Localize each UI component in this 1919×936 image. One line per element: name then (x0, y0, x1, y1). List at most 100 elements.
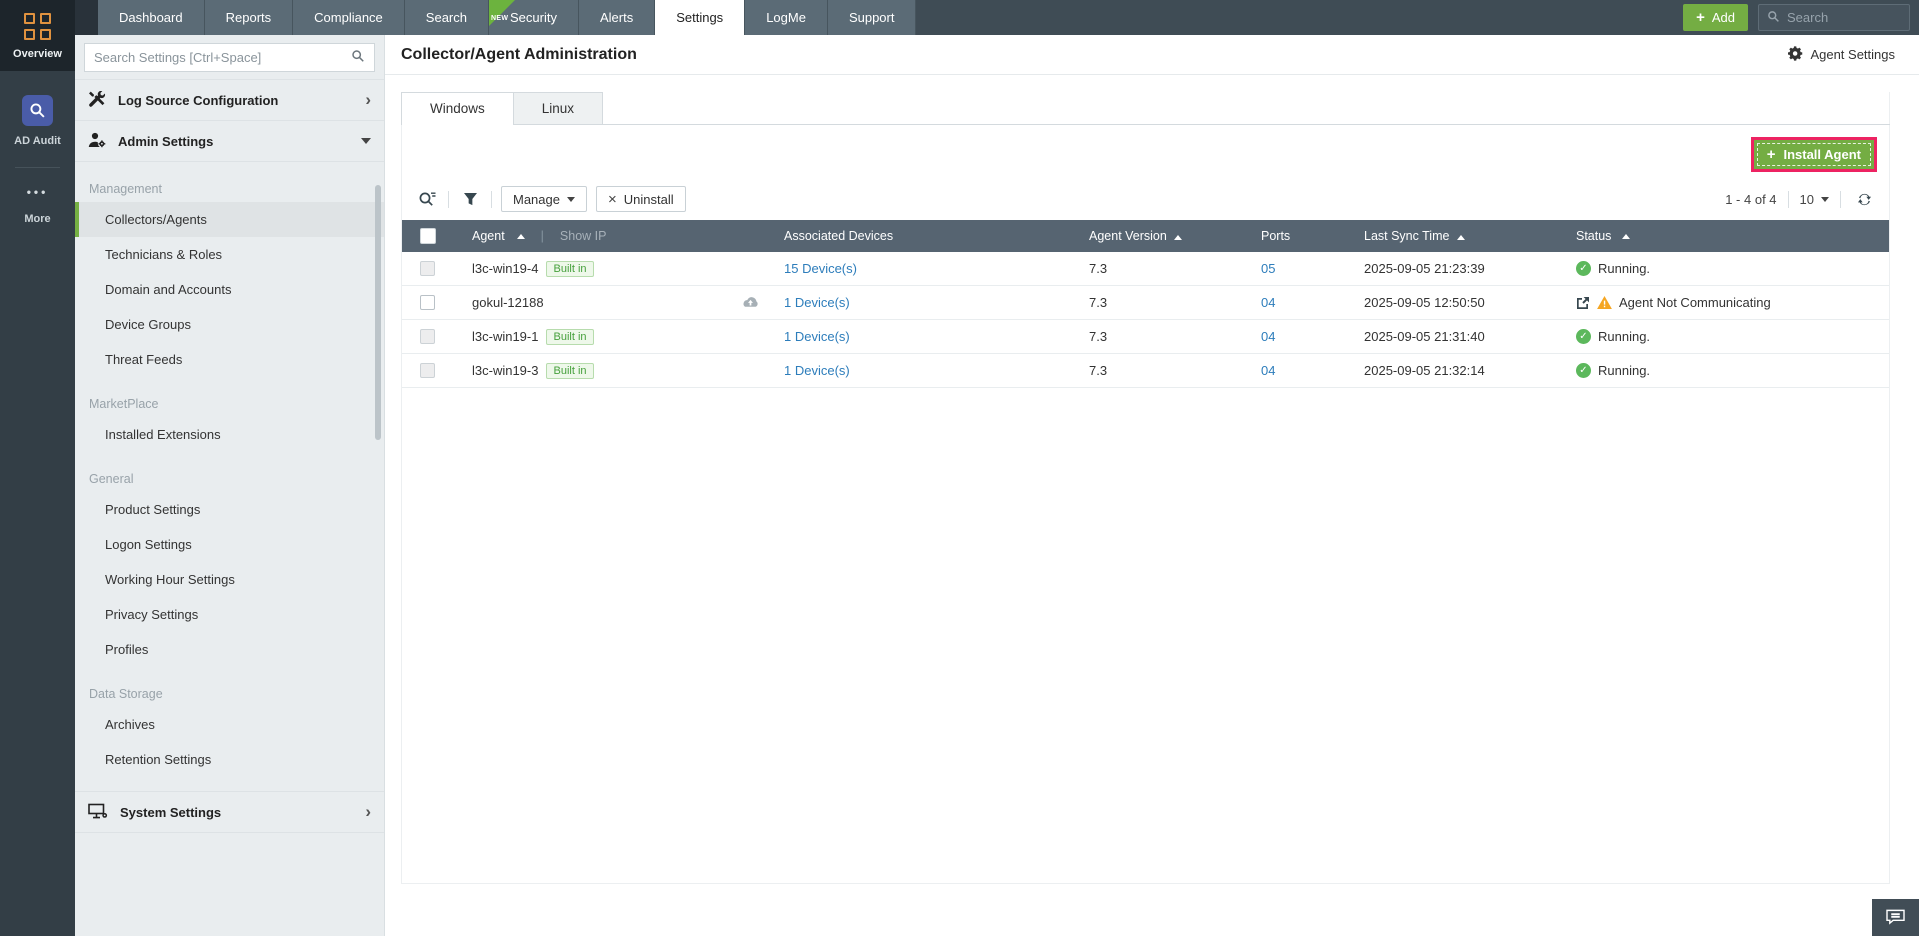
ports-link[interactable]: 04 (1261, 295, 1276, 310)
sidebar-item-technicians-roles[interactable]: Technicians & Roles (105, 247, 223, 262)
install-agent-button[interactable]: Install Agent (1753, 140, 1874, 169)
global-search-box[interactable] (1758, 4, 1910, 31)
rail-item-ad-audit[interactable]: AD Audit (0, 71, 75, 147)
pagination: 1 - 4 of 4 10 (1725, 187, 1876, 211)
search-icon (1767, 10, 1780, 26)
page-size-dropdown[interactable]: 10 (1800, 192, 1829, 207)
settings-search-box[interactable] (84, 43, 375, 72)
status-text: Running. (1598, 363, 1651, 378)
agent-version-label[interactable]: Agent Version (1089, 229, 1167, 243)
rail-more-label: More (24, 213, 51, 225)
global-search-input[interactable] (1787, 10, 1897, 25)
table-row: gokul-12188 1 Device(s) 7.3 04 2025-09-0… (402, 286, 1889, 320)
search-icon (351, 49, 365, 66)
agent-column-label[interactable]: Agent (472, 229, 505, 243)
page-size-value: 10 (1799, 191, 1814, 207)
refresh-icon[interactable] (1852, 187, 1876, 211)
sidebar-item-log-source-configuration[interactable]: Log Source Configuration (75, 79, 384, 120)
sidebar-item-product-settings[interactable]: Product Settings (105, 502, 201, 517)
filter-icon[interactable] (458, 187, 482, 211)
column-search-icon[interactable] (415, 187, 439, 211)
add-button[interactable]: Add (1683, 4, 1748, 31)
sidebar-item-domain-accounts[interactable]: Domain and Accounts (105, 282, 232, 297)
agent-version: 7.3 (1089, 261, 1108, 276)
sidebar-item-device-groups[interactable]: Device Groups (105, 317, 191, 332)
sidebar-item-profiles[interactable]: Profiles (105, 642, 149, 657)
system-settings-icon (88, 803, 108, 822)
table-toolbar: Manage Uninstall 1 - 4 of 4 10 (402, 180, 1889, 220)
agent-name: gokul-12188 (472, 295, 544, 310)
install-agent-highlight: Install Agent (1750, 137, 1877, 172)
agent-settings-button[interactable]: Agent Settings (1788, 45, 1895, 64)
sidebar-item-threat-feeds[interactable]: Threat Feeds (105, 352, 183, 367)
ports-link[interactable]: 04 (1261, 329, 1276, 344)
sidebar-item-retention-settings[interactable]: Retention Settings (105, 752, 212, 767)
sidebar-item-admin-settings[interactable]: Admin Settings (75, 120, 384, 161)
built-in-badge: Built in (546, 260, 594, 277)
nav-tab-security[interactable]: NEW Security (489, 0, 579, 35)
row-checkbox (420, 261, 435, 276)
tab-linux[interactable]: Linux (512, 92, 604, 124)
nav-tab-settings[interactable]: Settings (655, 0, 746, 35)
sidebar-item-working-hour-settings[interactable]: Working Hour Settings (105, 572, 235, 587)
status-text: Running. (1598, 329, 1651, 344)
feedback-chat-button[interactable] (1872, 899, 1919, 936)
show-ip-toggle[interactable]: Show IP (559, 229, 607, 243)
associated-devices-link[interactable]: 1 Device(s) (784, 295, 850, 310)
sidebar-item-logon-settings[interactable]: Logon Settings (105, 537, 192, 552)
nav-tab-dashboard[interactable]: Dashboard (98, 0, 205, 35)
table-row: l3c-win19-3 Built in 1 Device(s) 7.3 04 … (402, 354, 1889, 388)
warning-icon (1597, 296, 1612, 309)
rail-item-more[interactable]: More (0, 168, 75, 225)
rail-item-overview[interactable]: Overview (0, 0, 75, 71)
table-row: l3c-win19-1 Built in 1 Device(s) 7.3 04 … (402, 320, 1889, 354)
manage-dropdown[interactable]: Manage (501, 186, 587, 212)
sidebar-item-system-settings[interactable]: System Settings (75, 791, 384, 832)
toolbar-divider (1840, 190, 1841, 208)
sidebar-scrollbar-thumb[interactable] (375, 185, 381, 440)
install-agent-label: Install Agent (1783, 147, 1861, 162)
admin-user-gear-icon (88, 132, 106, 151)
plus-icon (1696, 9, 1705, 26)
header-last-sync: Last Sync Time (1354, 229, 1566, 243)
caret-down-icon (566, 196, 575, 202)
sidebar-item-privacy-settings[interactable]: Privacy Settings (105, 607, 199, 622)
sort-asc-icon[interactable] (516, 233, 525, 239)
section-label-general: General (89, 472, 134, 486)
last-sync-time: 2025-09-05 21:31:40 (1364, 329, 1485, 344)
status-label[interactable]: Status (1576, 229, 1612, 243)
icon-rail: Overview AD Audit More (0, 0, 75, 936)
sidebar-item-collectors-agents[interactable]: Collectors/Agents (75, 202, 384, 237)
associated-devices-link[interactable]: 1 Device(s) (784, 363, 850, 378)
nav-tab-logme[interactable]: LogMe (745, 0, 828, 35)
nav-tab-reports[interactable]: Reports (204, 0, 294, 35)
ports-link[interactable]: 04 (1261, 363, 1276, 378)
sort-asc-icon[interactable] (1456, 235, 1465, 240)
agent-name: l3c-win19-1 (472, 329, 539, 344)
sidebar-item-archives[interactable]: Archives (105, 717, 155, 732)
sort-asc-icon[interactable] (1622, 233, 1631, 239)
associated-devices-link[interactable]: 15 Device(s) (784, 261, 857, 276)
tab-windows[interactable]: Windows (401, 92, 514, 125)
nav-tab-search[interactable]: Search (404, 0, 489, 35)
nav-tab-support[interactable]: Support (827, 0, 917, 35)
close-icon (608, 192, 617, 207)
associated-devices-link[interactable]: 1 Device(s) (784, 329, 850, 344)
sidebar-item-installed-extensions[interactable]: Installed Extensions (105, 427, 221, 442)
row-checkbox[interactable] (420, 295, 435, 310)
sidebar-log-source-label: Log Source Configuration (118, 92, 279, 108)
last-sync-time: 2025-09-05 12:50:50 (1364, 295, 1485, 310)
settings-search-input[interactable] (94, 50, 351, 65)
select-all-checkbox[interactable] (420, 228, 436, 244)
feedback-chat-icon (1885, 908, 1906, 928)
tools-icon (88, 90, 106, 110)
nav-tab-alerts[interactable]: Alerts (578, 0, 656, 35)
topbar-spacer (75, 0, 98, 35)
nav-tab-compliance[interactable]: Compliance (293, 0, 405, 35)
last-sync-label[interactable]: Last Sync Time (1364, 229, 1450, 243)
uninstall-button[interactable]: Uninstall (595, 186, 686, 212)
ports-link[interactable]: 05 (1261, 261, 1276, 276)
sort-asc-icon[interactable] (1174, 235, 1183, 240)
agent-version: 7.3 (1089, 329, 1108, 344)
external-link-icon[interactable] (1576, 296, 1590, 310)
